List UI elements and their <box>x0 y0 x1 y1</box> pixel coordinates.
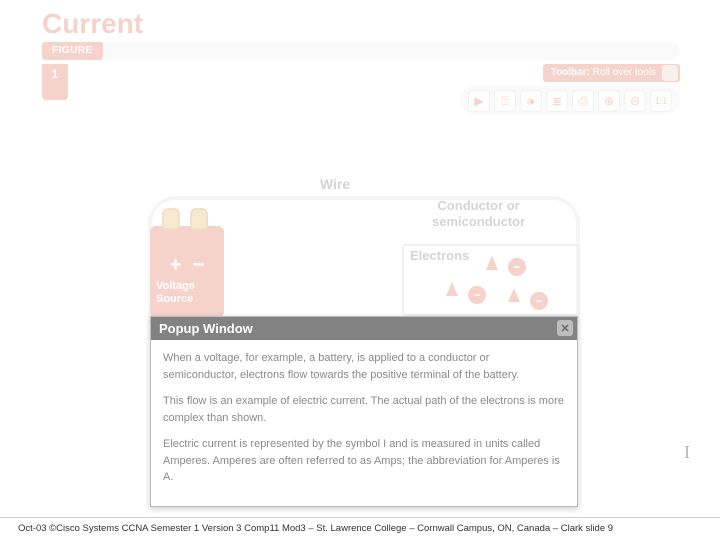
battery-terminal-plus <box>162 208 180 230</box>
slide-stage: Current FIGURE 1 Toolbar: Roll over tool… <box>0 0 720 540</box>
battery-label-l1: Voltage <box>156 280 195 292</box>
popup-header: Popup Window ✕ <box>151 317 577 340</box>
figure-bar-bg <box>42 42 680 60</box>
battery-label: Voltage Source <box>156 280 195 306</box>
popup-title: Popup Window <box>159 321 253 336</box>
toolbar-label-prefix: Toolbar: <box>551 67 590 78</box>
electron-arrow-icon <box>446 282 458 296</box>
popup-paragraph: This flow is an example of electric curr… <box>163 393 565 426</box>
toolbar-close-icon[interactable] <box>662 65 678 81</box>
electrons-box: Electrons <box>402 244 580 316</box>
battery-label-l2: Source <box>156 293 193 305</box>
plus-sign: + <box>170 254 182 276</box>
text-cursor-icon: I <box>684 442 690 463</box>
page-up-icon[interactable]: ⍐ <box>494 90 516 112</box>
page-title: Current <box>42 8 143 40</box>
figure-badge: FIGURE <box>42 42 103 60</box>
wire-label: Wire <box>320 176 350 192</box>
battery-terminal-minus <box>190 208 208 230</box>
popup-paragraph: When a voltage, for example, a battery, … <box>163 350 565 383</box>
tab-figure-1[interactable]: 1 <box>42 64 68 100</box>
toolbar-icons: ▶ ⍐ 🕪 ≣ ⎙ ⊕ ⊖ 1:1 <box>460 86 680 114</box>
battery: + − Voltage Source <box>150 226 224 318</box>
minus-sign: − <box>193 254 205 276</box>
toolbar-label: Toolbar: Roll over tools <box>543 64 680 82</box>
electron-icon: − <box>508 258 526 276</box>
footer-divider <box>0 517 720 518</box>
zoom-out-icon[interactable]: ⊖ <box>624 90 646 112</box>
electron-icon: − <box>530 292 548 310</box>
popup-paragraph: Electric current is represented by the s… <box>163 436 565 486</box>
text-icon[interactable]: ≣ <box>546 90 568 112</box>
toolbar-label-text: Roll over tools <box>593 67 656 78</box>
close-icon[interactable]: ✕ <box>557 320 573 336</box>
popup-body: When a voltage, for example, a battery, … <box>151 340 577 506</box>
zoom-in-icon[interactable]: ⊕ <box>598 90 620 112</box>
play-icon[interactable]: ▶ <box>468 90 490 112</box>
electrons-title: Electrons <box>410 248 469 263</box>
audio-icon[interactable]: 🕪 <box>520 90 542 112</box>
electron-arrow-icon <box>508 288 520 302</box>
electron-arrow-icon <box>486 256 498 270</box>
battery-signs: + − <box>150 254 224 277</box>
figure-bar: FIGURE <box>42 42 680 60</box>
electron-icon: − <box>468 286 486 304</box>
popup-window: Popup Window ✕ When a voltage, for examp… <box>150 316 578 507</box>
fit-icon[interactable]: 1:1 <box>650 90 672 112</box>
print-icon[interactable]: ⎙ <box>572 90 594 112</box>
footer-text: Oct-03 ©Cisco Systems CCNA Semester 1 Ve… <box>18 523 702 534</box>
